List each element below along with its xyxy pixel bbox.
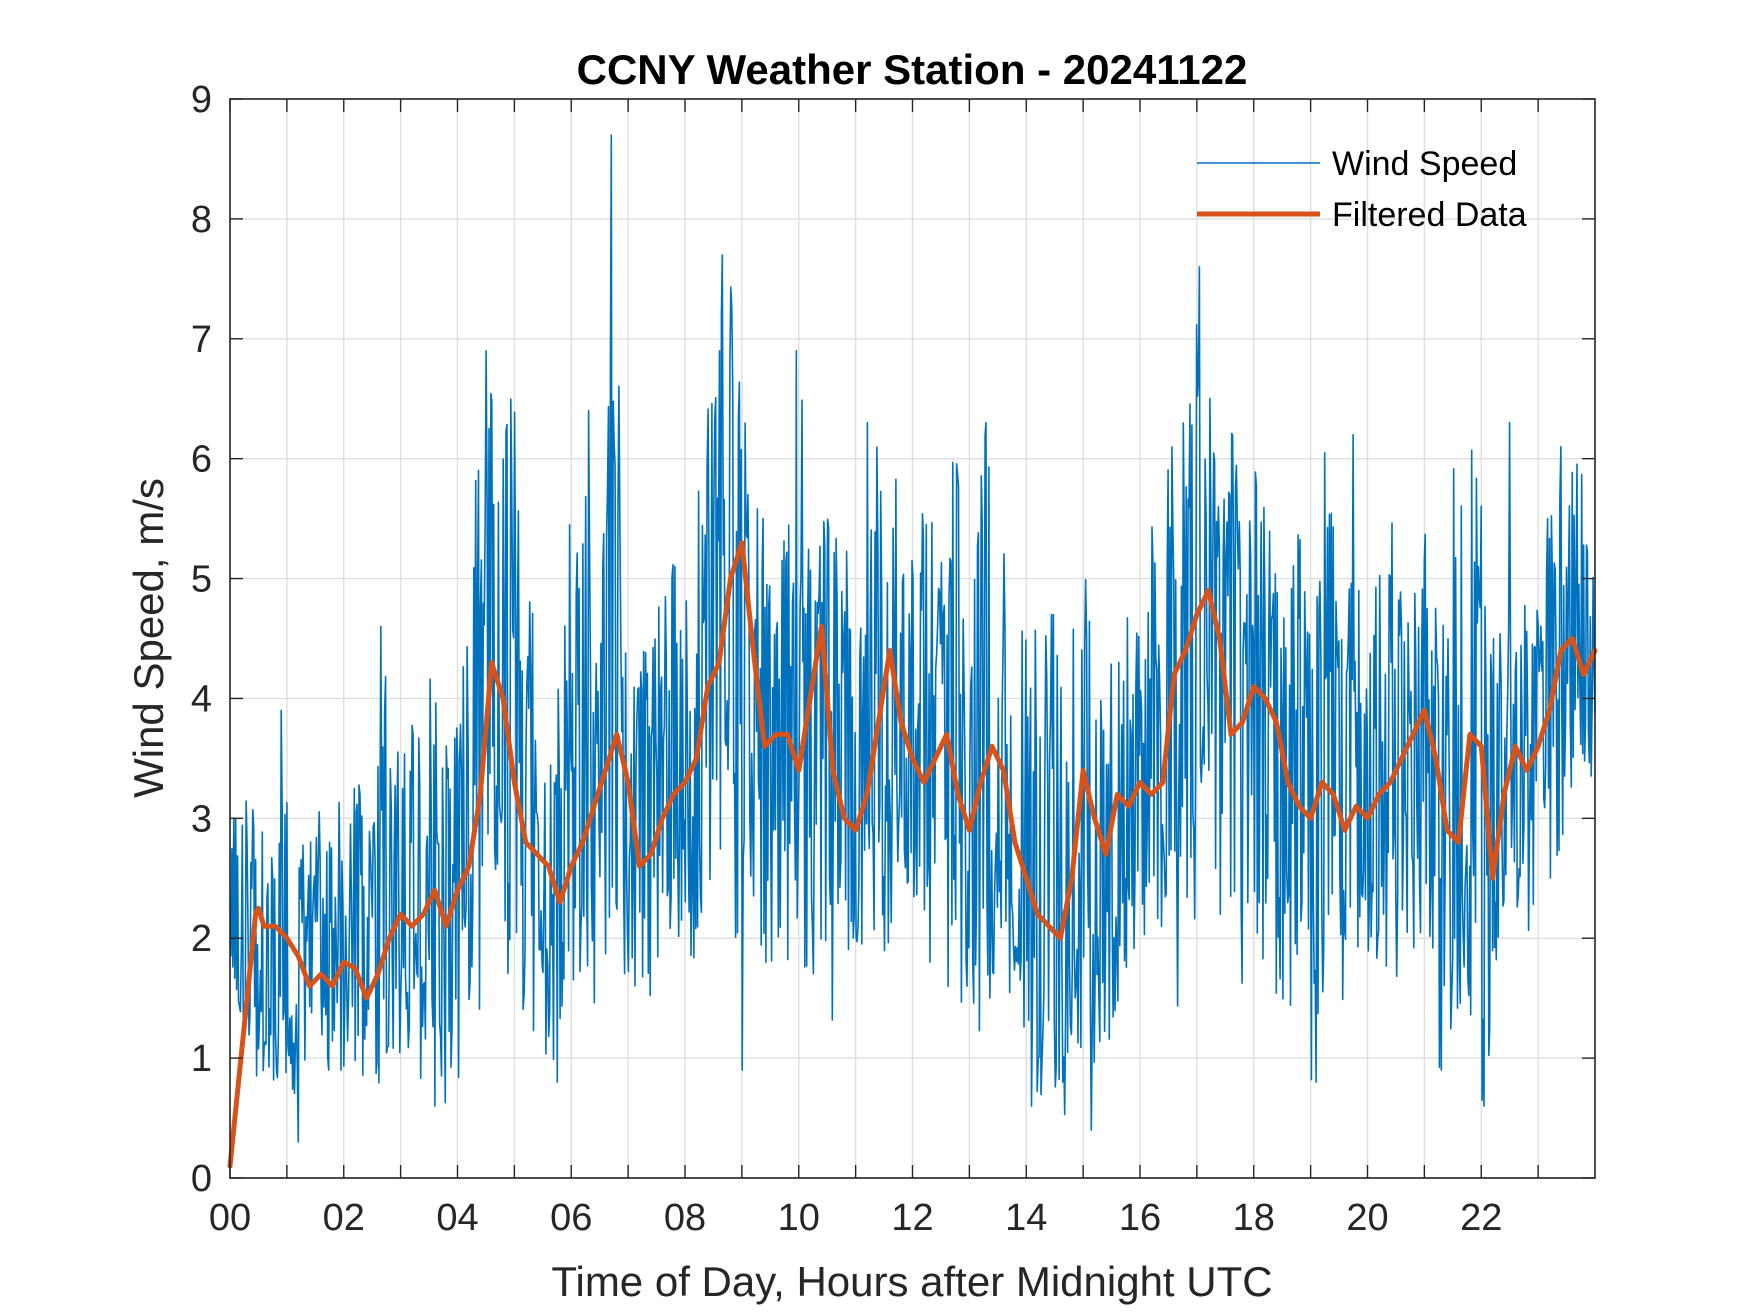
x-tick-label: 22 (1460, 1197, 1502, 1239)
x-tick-label: 04 (436, 1197, 478, 1239)
x-tick-label: 18 (1233, 1197, 1275, 1239)
y-tick-label: 9 (191, 79, 212, 121)
chart-title: CCNY Weather Station - 20241122 (577, 46, 1248, 93)
x-tick-label: 02 (323, 1197, 365, 1239)
y-axis-title: Wind Speed, m/s (125, 478, 172, 798)
y-tick-label: 4 (191, 678, 212, 720)
y-tick-label: 5 (191, 559, 212, 601)
x-axis-title: Time of Day, Hours after Midnight UTC (551, 1258, 1272, 1305)
legend-wind-speed-label: Wind Speed (1332, 145, 1517, 183)
y-tick-label: 7 (191, 319, 212, 361)
y-tick-label: 2 (191, 918, 212, 960)
x-tick-label: 14 (1005, 1197, 1047, 1239)
y-tick-label: 6 (191, 439, 212, 481)
x-tick-label: 06 (550, 1197, 592, 1239)
filtered-data-series (227, 540, 1598, 1169)
y-tick-label: 8 (191, 199, 212, 241)
y-tick-label: 0 (191, 1158, 212, 1200)
x-tick-label: 08 (664, 1197, 706, 1239)
x-tick-label: 16 (1119, 1197, 1161, 1239)
filtered-data-line (227, 540, 1598, 1169)
x-tick-label: 10 (778, 1197, 820, 1239)
y-tick-label: 1 (191, 1038, 212, 1080)
y-tick-label: 3 (191, 798, 212, 840)
legend-filtered-data-label: Filtered Data (1332, 196, 1527, 234)
x-tick-label: 00 (209, 1197, 251, 1239)
wind-speed-series (229, 134, 1596, 1143)
x-tick-label: 20 (1346, 1197, 1388, 1239)
legend: Wind Speed Filtered Data (1197, 145, 1527, 234)
x-tick-label: 12 (891, 1197, 933, 1239)
wind-speed-line (229, 134, 1596, 1143)
